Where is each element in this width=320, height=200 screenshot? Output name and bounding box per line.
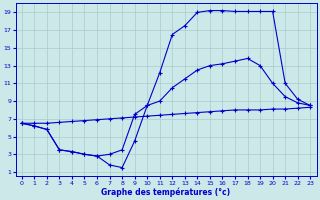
- X-axis label: Graphe des températures (°c): Graphe des températures (°c): [101, 187, 231, 197]
